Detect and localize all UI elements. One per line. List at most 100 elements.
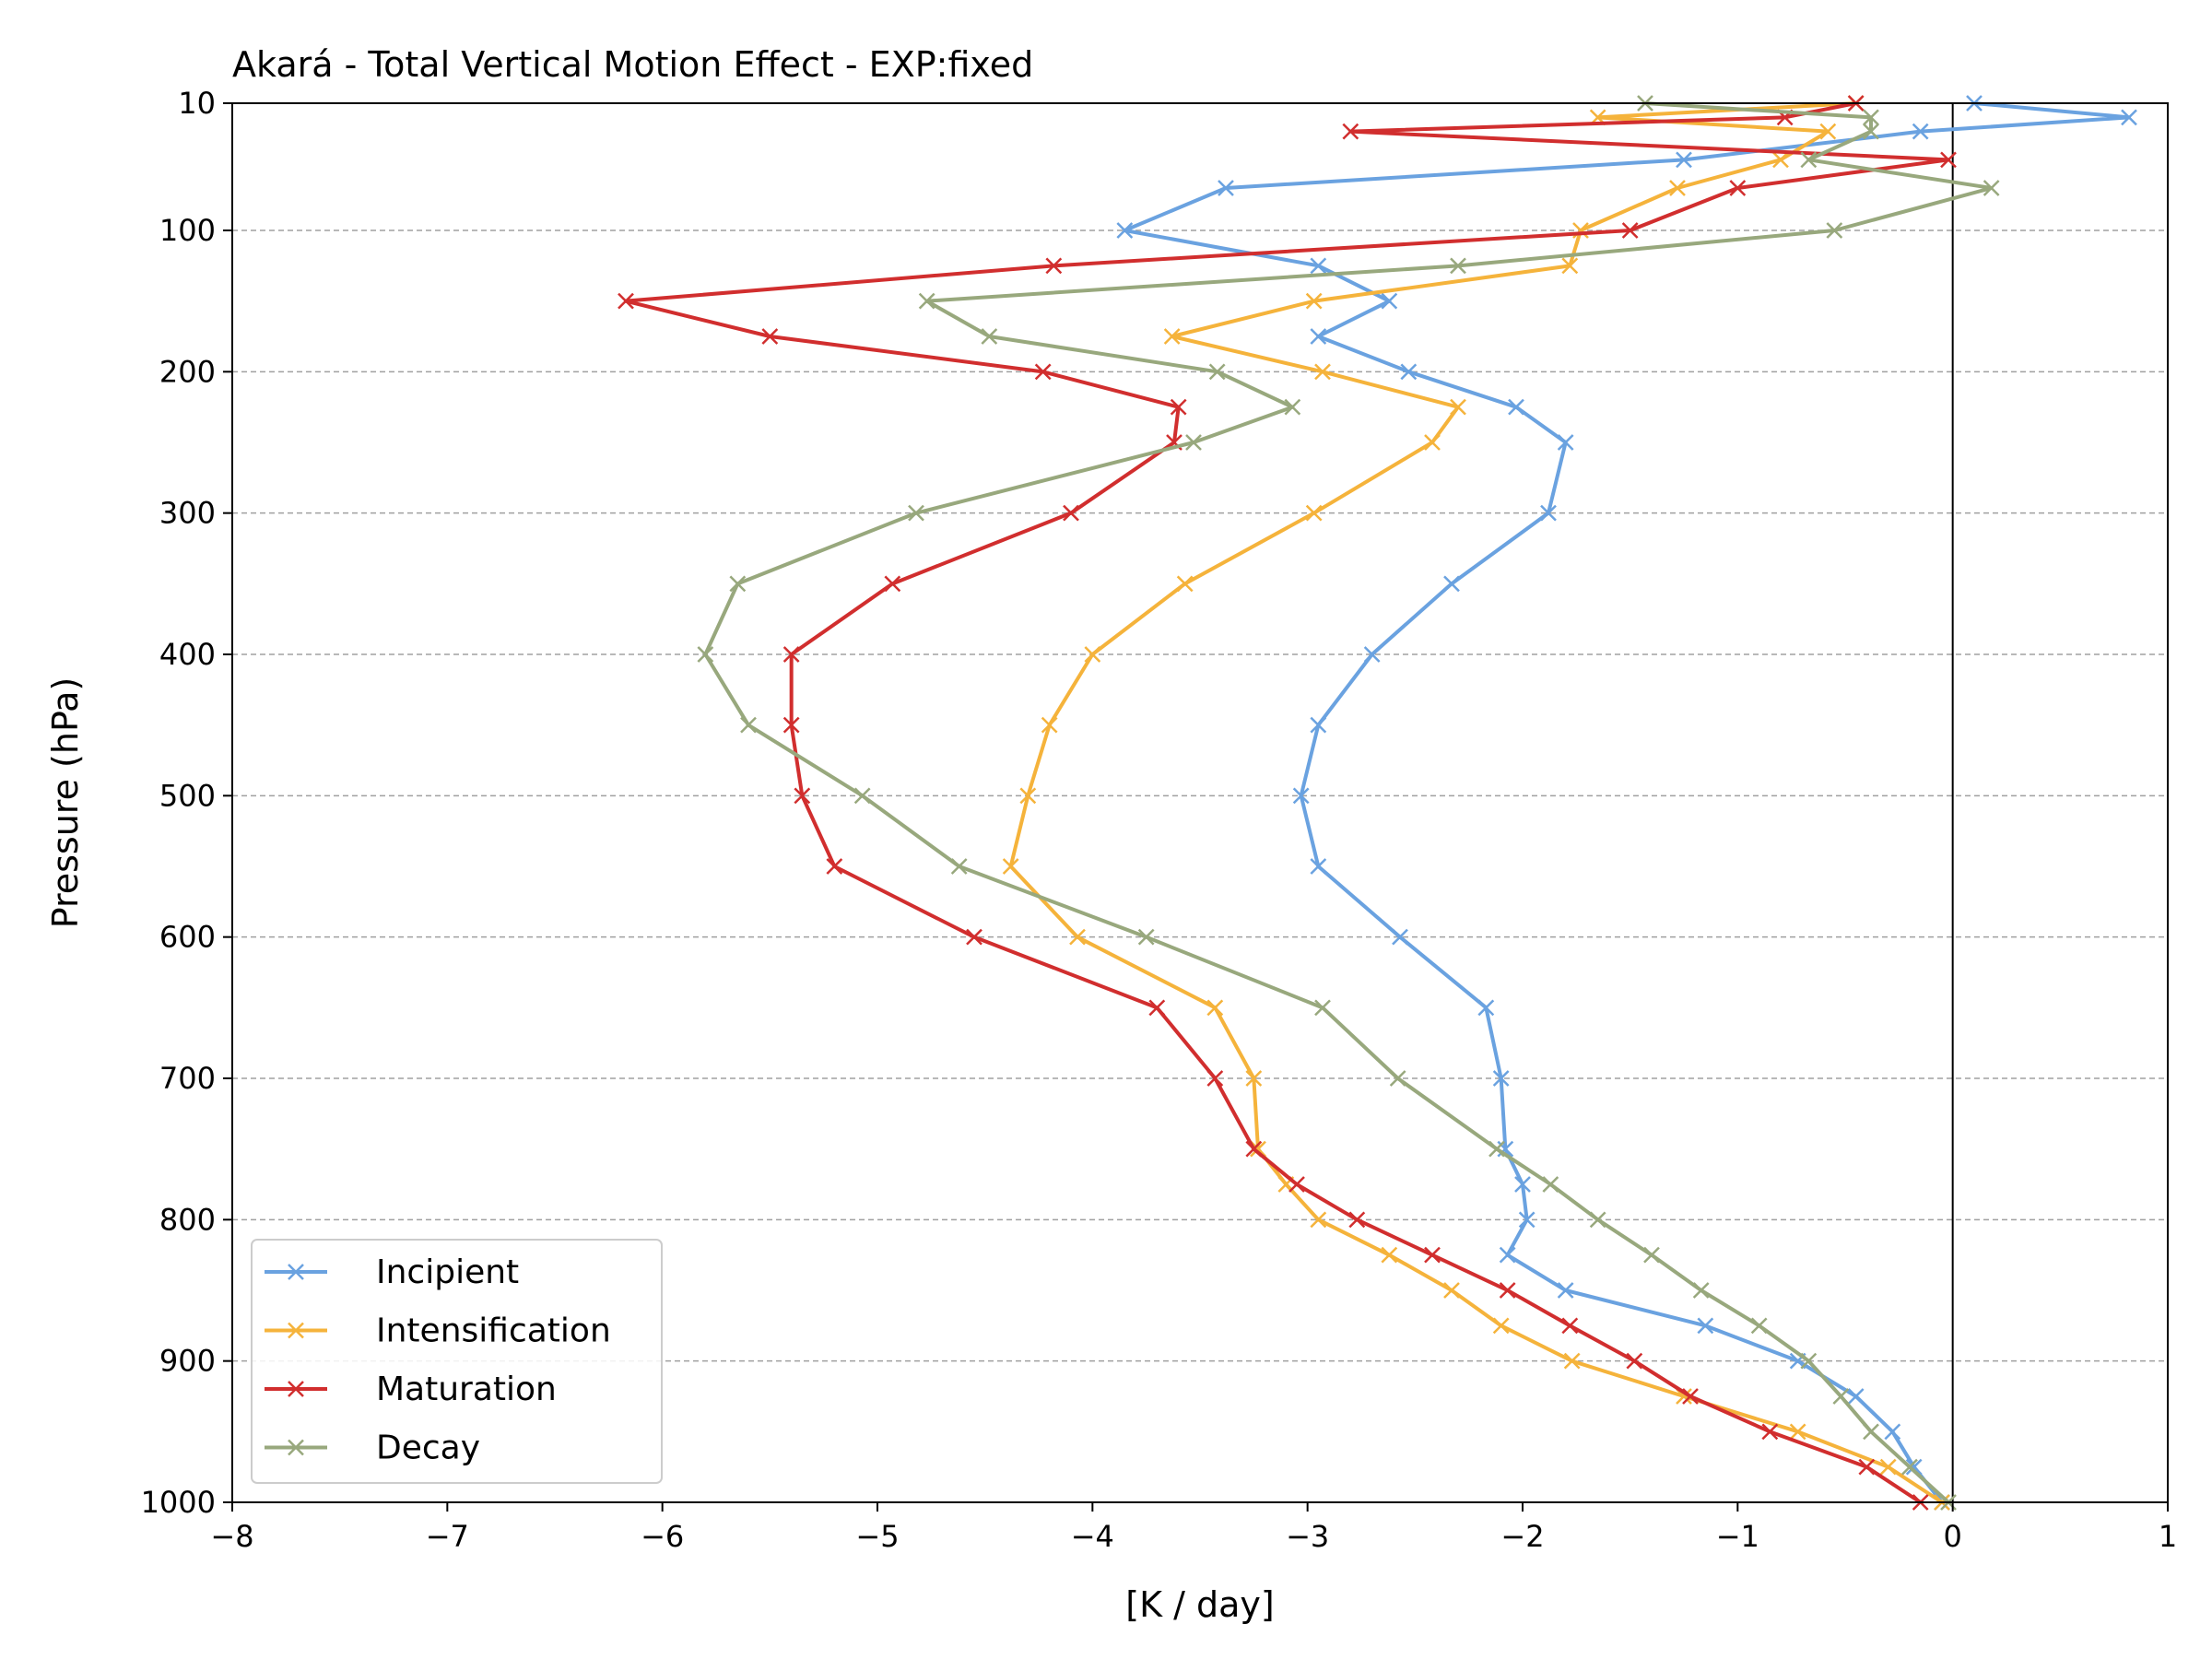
data-point-marker [1084, 646, 1101, 663]
data-point-marker [1137, 928, 1155, 946]
data-point-marker [1041, 716, 1058, 734]
legend-label: Incipient [376, 1253, 519, 1291]
y-tick-label: 300 [159, 496, 216, 531]
data-point-marker [1563, 1352, 1581, 1370]
data-point-marker [918, 292, 935, 310]
data-point-marker [1514, 1176, 1531, 1193]
data-point-marker [1508, 398, 1524, 416]
y-tick-label: 700 [159, 1061, 216, 1096]
data-point-marker [1863, 123, 1879, 140]
data-point-marker [1245, 1140, 1263, 1158]
data-point-marker [1292, 787, 1310, 805]
data-point-marker [1450, 257, 1466, 275]
data-point-marker [1626, 1352, 1643, 1370]
y-axis-label: Pressure (hPa) [45, 677, 86, 929]
data-point-marker [1863, 1423, 1879, 1441]
legend-label: Maturation [376, 1371, 557, 1408]
data-point-marker [1858, 1458, 1876, 1476]
legend-label: Intensification [376, 1312, 611, 1350]
data-point-marker [1499, 1282, 1516, 1299]
x-tick-label: −6 [641, 1519, 684, 1554]
data-point-marker [981, 328, 998, 345]
data-point-marker [1218, 180, 1234, 196]
data-point-marker [1342, 123, 1359, 140]
data-point-marker [1729, 180, 1747, 196]
data-point-marker [1863, 109, 1879, 126]
y-tick-label: 900 [159, 1344, 216, 1379]
data-point-marker [1789, 1423, 1806, 1441]
data-point-marker [1901, 1458, 1918, 1476]
data-point-marker [1069, 928, 1086, 946]
data-point-marker [729, 575, 747, 593]
data-point-marker [288, 1264, 304, 1280]
x-tick-label: 0 [1943, 1519, 1961, 1554]
series-lines [618, 95, 2137, 1511]
x-tick-label: −7 [426, 1519, 469, 1554]
data-point-marker [1424, 434, 1441, 451]
data-point-marker [1540, 504, 1557, 522]
data-point-marker [1557, 1282, 1574, 1299]
data-point-marker [1348, 1211, 1366, 1229]
data-point-marker [1905, 1458, 1923, 1476]
data-point-marker [2121, 109, 2137, 126]
x-tick-label: −1 [1716, 1519, 1759, 1554]
x-tick-label: −3 [1286, 1519, 1329, 1554]
x-tick-label: −8 [210, 1519, 253, 1554]
series-incipient [1116, 95, 2137, 1511]
data-point-marker [1288, 1176, 1305, 1193]
data-point-marker [1310, 1211, 1327, 1229]
y-tick-label: 200 [159, 354, 216, 389]
data-point-marker [1305, 504, 1323, 522]
x-tick-label: 1 [2159, 1519, 2177, 1554]
data-point-marker [884, 575, 901, 593]
data-point-marker [1676, 151, 1692, 169]
data-point-marker [1561, 257, 1579, 275]
series-maturation [618, 95, 1957, 1511]
data-point-marker [782, 716, 800, 734]
data-point-marker [1912, 123, 1929, 140]
data-point-marker [1206, 1070, 1224, 1087]
data-point-marker [1819, 123, 1837, 140]
legend-item: Decay [265, 1430, 480, 1467]
y-tick-label: 800 [159, 1202, 216, 1237]
legend: Incipient Intensification Maturation Decay [251, 1239, 663, 1484]
data-point-marker [697, 646, 714, 663]
legend-box [251, 1239, 663, 1484]
data-point-marker [1314, 999, 1331, 1017]
data-point-marker [1363, 646, 1381, 663]
data-point-marker [782, 646, 800, 663]
data-point-marker [740, 716, 757, 734]
data-point-marker [1682, 1388, 1699, 1405]
x-tick-label: −2 [1500, 1519, 1544, 1554]
data-point-marker [1879, 1458, 1897, 1476]
data-point-marker [1492, 1317, 1510, 1335]
data-point-marker [1884, 1423, 1901, 1441]
plot-frame [231, 102, 2169, 1503]
data-point-marker [1488, 1140, 1505, 1158]
data-point-marker [1170, 398, 1187, 416]
data-point-marker [1381, 292, 1398, 310]
data-point-marker [288, 1381, 304, 1397]
x-axis-ticks: −8 −7 −6 −5 −4 −3 −2 −1 0 1 [210, 1502, 2177, 1554]
data-point-marker [950, 858, 968, 875]
data-point-marker [794, 787, 811, 805]
data-point-marker [1310, 257, 1327, 275]
legend-item: Intensification [265, 1312, 611, 1350]
data-point-marker [1561, 1317, 1579, 1335]
data-point-marker [1826, 222, 1843, 239]
data-point-marker [826, 858, 843, 875]
data-point-marker [966, 928, 982, 946]
data-point-marker [1692, 1282, 1710, 1299]
data-point-marker [761, 328, 779, 345]
data-point-marker [1206, 999, 1224, 1017]
data-point-marker [1314, 363, 1331, 381]
data-point-marker [853, 787, 871, 805]
data-point-marker [1669, 180, 1686, 196]
data-point-marker [1116, 222, 1134, 239]
y-tick-label: 500 [159, 778, 216, 813]
series-line [624, 101, 1950, 1504]
chart-title: Akará - Total Vertical Motion Effect - E… [232, 44, 1033, 85]
legend-label: Decay [376, 1430, 480, 1467]
data-point-marker [1310, 858, 1327, 875]
